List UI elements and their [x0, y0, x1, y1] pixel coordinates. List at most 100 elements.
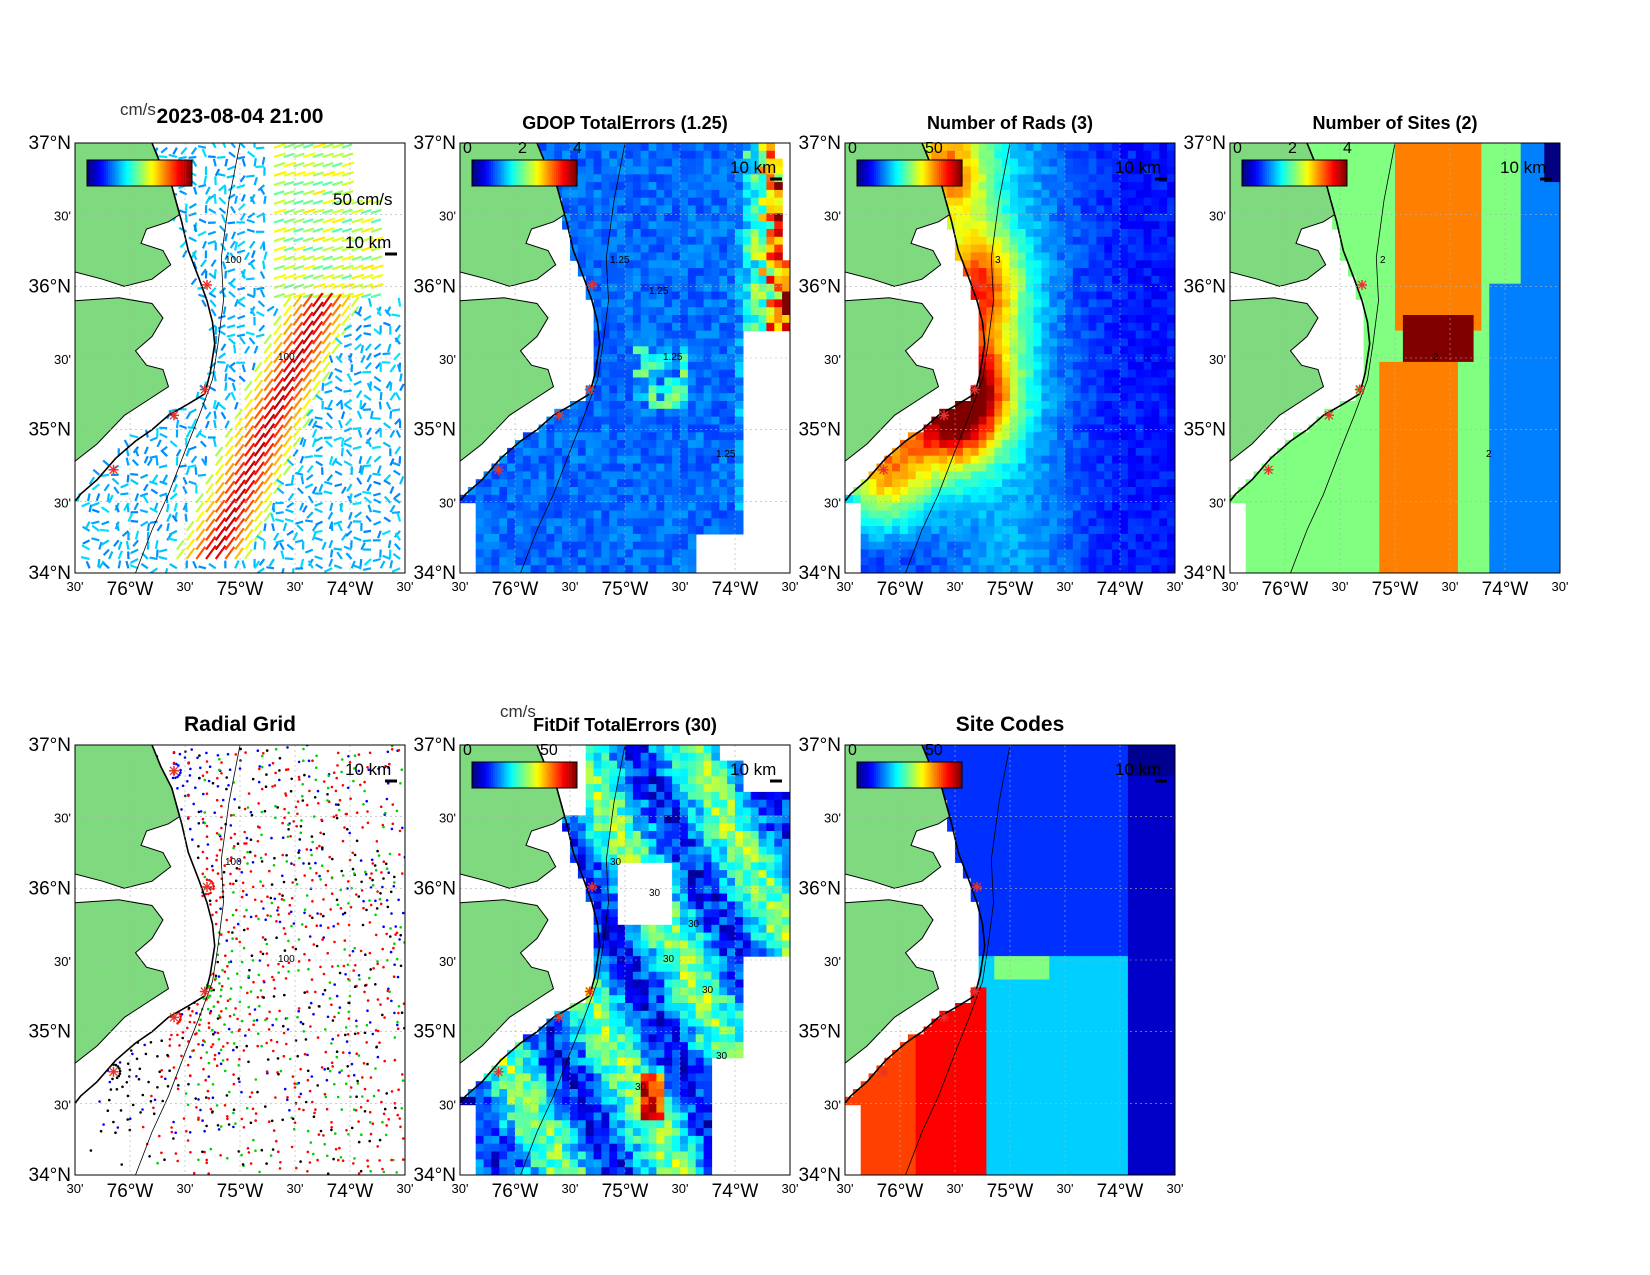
field-cell [978, 526, 988, 535]
current-vector [178, 155, 187, 160]
field-cell [1041, 213, 1050, 222]
site-marker-stroke [202, 280, 212, 290]
field-cell [711, 252, 720, 261]
field-cell [1057, 510, 1066, 519]
field-cell [695, 455, 705, 465]
field-cell [656, 424, 665, 433]
current-vector [389, 382, 393, 391]
field-cell [719, 416, 728, 425]
field-cell [1041, 557, 1050, 566]
field-cell [1072, 158, 1082, 167]
lat-tick-label: 36°N [799, 276, 841, 297]
field-cell [1167, 275, 1175, 285]
current-vector [158, 555, 168, 561]
field-cell [1088, 268, 1098, 277]
field-cell [1167, 510, 1175, 519]
field-cell [1080, 487, 1090, 496]
current-vector [91, 537, 100, 542]
field-cell [1143, 315, 1153, 324]
field-cell [1049, 315, 1058, 324]
field-cell [1159, 322, 1168, 332]
field-cell [1120, 213, 1129, 222]
colorbar-unit: cm/s [120, 100, 156, 119]
panel-title: Number of Rads (3) [927, 113, 1093, 133]
field-cell [680, 369, 689, 379]
field-cell [1300, 440, 1310, 449]
field-cell [1143, 244, 1153, 253]
field-cell [672, 260, 681, 269]
field-cell [664, 518, 673, 527]
current-vector [205, 509, 216, 523]
current-vector [230, 231, 237, 240]
field-cell [727, 526, 736, 535]
field-cell [672, 463, 681, 472]
field-cell [1104, 424, 1113, 433]
field-cell [939, 557, 948, 566]
field-cell [1300, 533, 1310, 543]
field-cell [1127, 377, 1137, 386]
field-cell [735, 174, 744, 183]
field-cell [554, 533, 563, 543]
field-cell [719, 229, 728, 238]
current-vector [275, 511, 284, 515]
field-cell [970, 166, 980, 175]
lat-tick-label: 37°N [414, 133, 456, 154]
field-cell [711, 408, 720, 418]
field-cell [1096, 401, 1105, 410]
field-cell [648, 549, 658, 558]
field-cell [970, 197, 980, 207]
field-cell [719, 401, 728, 410]
field-cell [1010, 307, 1019, 316]
current-vector [273, 414, 285, 429]
current-vector [281, 568, 285, 573]
field-cell [593, 182, 603, 191]
field-cell [735, 275, 744, 285]
current-vector [146, 523, 151, 532]
field-cell [664, 424, 673, 433]
field-cell [593, 229, 603, 238]
field-cell [900, 549, 909, 558]
current-vector [311, 330, 323, 345]
field-cell [1033, 455, 1043, 465]
current-vector [314, 436, 324, 443]
field-cell [1120, 526, 1129, 535]
current-vector [253, 560, 261, 569]
field-cell [970, 424, 980, 433]
field-cell [562, 541, 571, 551]
field-cell [1057, 424, 1066, 433]
field-cell [1143, 236, 1153, 246]
colorbar-segment [145, 160, 149, 186]
field-cell [1072, 143, 1082, 152]
current-vector [175, 448, 182, 457]
field-cell [750, 182, 760, 191]
field-cell [1065, 166, 1074, 175]
field-cell [978, 447, 988, 457]
current-vector [158, 155, 168, 159]
current-vector [188, 408, 197, 415]
field-cell [711, 322, 720, 332]
field-cell [986, 307, 995, 316]
field-cell [994, 549, 1003, 558]
current-vector [311, 420, 318, 429]
current-vector [322, 217, 335, 224]
field-cell [1316, 150, 1325, 160]
current-vector [343, 545, 353, 551]
field-cell [735, 244, 744, 253]
field-cell [986, 322, 995, 332]
field-cell [640, 275, 650, 285]
current-vector [312, 236, 326, 243]
field-cell [601, 510, 610, 519]
field-cell [1080, 158, 1090, 167]
field-cell [640, 236, 650, 246]
field-cell [1049, 377, 1058, 386]
field-cell [884, 455, 893, 465]
field-cell [656, 299, 665, 308]
field-cell [900, 557, 909, 566]
current-vector [259, 271, 266, 279]
field-cell [978, 197, 988, 207]
field-cell [1135, 432, 1145, 441]
field-cell [1332, 557, 1341, 566]
current-vector [149, 556, 158, 561]
field-cell [1049, 494, 1058, 504]
field-cell [1033, 260, 1043, 269]
